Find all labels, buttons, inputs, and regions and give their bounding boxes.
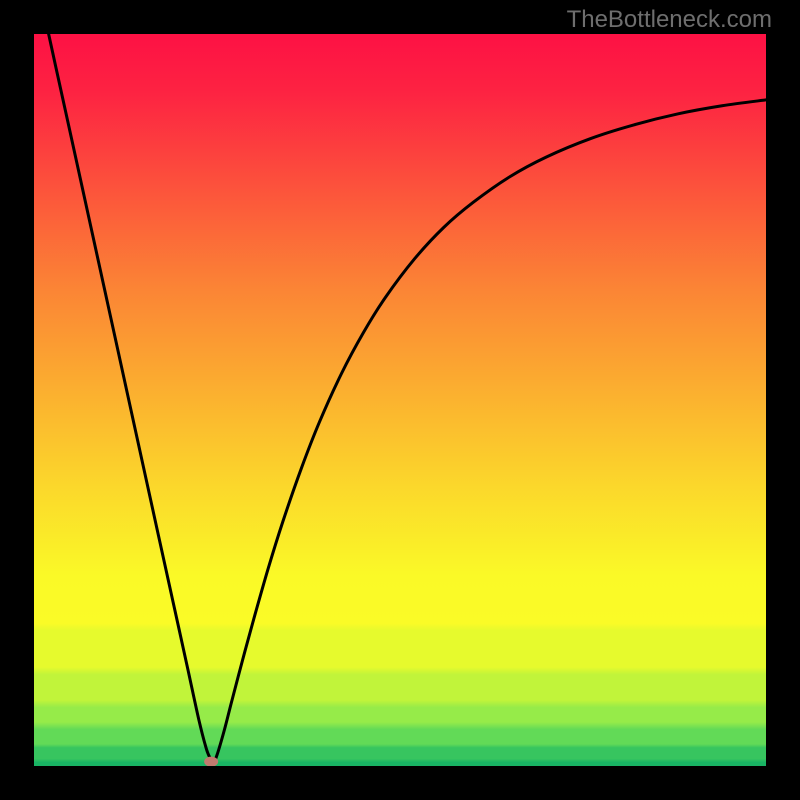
bottleneck-curve <box>49 34 766 762</box>
figure-root: TheBottleneck.com <box>0 0 800 800</box>
watermark-text: TheBottleneck.com <box>567 6 772 34</box>
bottleneck-curve-svg <box>34 34 766 766</box>
plot-area <box>34 34 766 766</box>
